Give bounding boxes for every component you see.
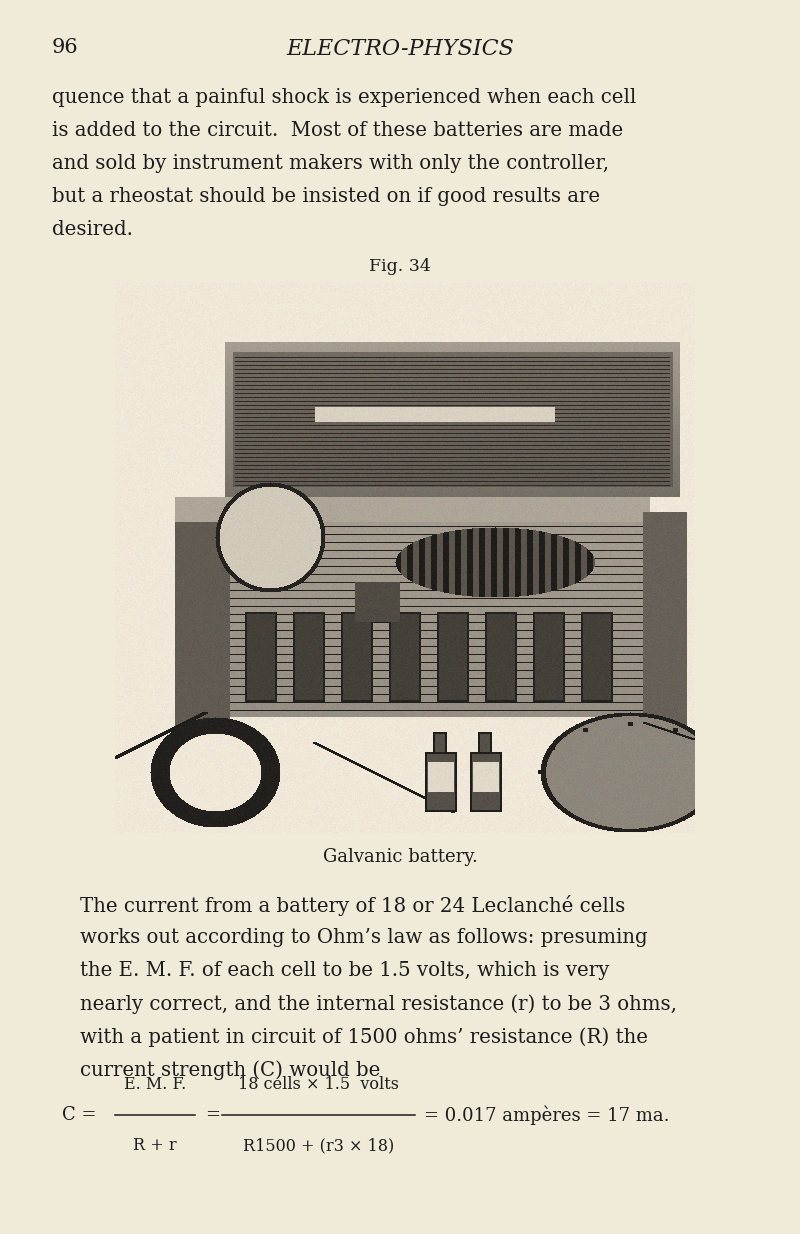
Text: works out according to Ohm’s law as follows: presuming: works out according to Ohm’s law as foll… [80, 928, 648, 946]
Text: E. M. F.: E. M. F. [124, 1076, 186, 1093]
Text: the E. M. F. of each cell to be 1.5 volts, which is very: the E. M. F. of each cell to be 1.5 volt… [80, 961, 610, 980]
Text: R + r: R + r [133, 1137, 177, 1154]
Text: with a patient in circuit of 1500 ohms’ resistance (R) the: with a patient in circuit of 1500 ohms’ … [80, 1027, 648, 1046]
Text: The current from a battery of 18 or 24 Leclanché cells: The current from a battery of 18 or 24 L… [80, 895, 626, 916]
Text: =: = [205, 1106, 220, 1124]
Text: 18 cells × 1.5  volts: 18 cells × 1.5 volts [238, 1076, 399, 1093]
Text: Fig. 34: Fig. 34 [369, 258, 431, 275]
Text: desired.: desired. [52, 220, 133, 239]
Text: and sold by instrument makers with only the controller,: and sold by instrument makers with only … [52, 154, 609, 173]
Text: C =: C = [62, 1106, 97, 1124]
Text: but a rheostat should be insisted on if good results are: but a rheostat should be insisted on if … [52, 188, 600, 206]
Text: R1500 + (r3 × 18): R1500 + (r3 × 18) [243, 1137, 394, 1154]
Text: is added to the circuit.  Most of these batteries are made: is added to the circuit. Most of these b… [52, 121, 623, 139]
Text: current strength (C) would be: current strength (C) would be [80, 1060, 380, 1080]
Text: ELECTRO-PHYSICS: ELECTRO-PHYSICS [286, 38, 514, 60]
Text: nearly correct, and the internal resistance (r) to be 3 ohms,: nearly correct, and the internal resista… [80, 995, 677, 1013]
Text: = 0.017 ampères = 17 ma.: = 0.017 ampères = 17 ma. [424, 1106, 670, 1124]
Text: quence that a painful shock is experienced when each cell: quence that a painful shock is experienc… [52, 88, 636, 107]
Text: Galvanic battery.: Galvanic battery. [322, 848, 478, 866]
Text: 96: 96 [52, 38, 78, 57]
